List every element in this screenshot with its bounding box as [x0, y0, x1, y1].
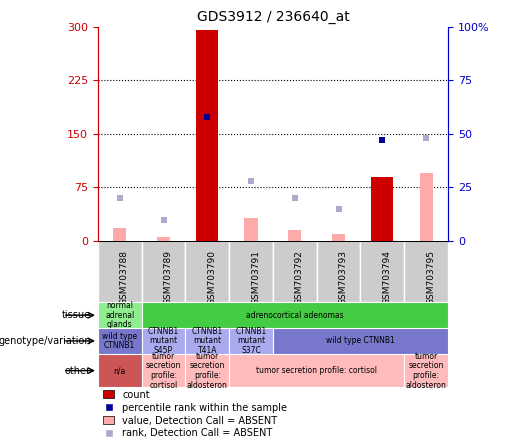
- Bar: [420, 173, 433, 241]
- Text: GSM703788: GSM703788: [119, 250, 129, 305]
- Text: GSM703790: GSM703790: [207, 250, 216, 305]
- Text: wild type CTNNB1: wild type CTNNB1: [326, 337, 395, 345]
- Bar: [185, 241, 229, 302]
- Bar: [229, 328, 273, 354]
- Text: normal
adrenal
glands: normal adrenal glands: [105, 301, 134, 329]
- Bar: [245, 218, 258, 241]
- Bar: [360, 241, 404, 302]
- Bar: [98, 354, 142, 388]
- Text: CTNNB1
mutant
S37C: CTNNB1 mutant S37C: [235, 327, 267, 355]
- Bar: [288, 230, 301, 241]
- Bar: [113, 228, 126, 241]
- Text: tumor secretion profile: cortisol: tumor secretion profile: cortisol: [256, 366, 377, 375]
- Bar: [404, 354, 448, 388]
- Bar: [142, 241, 185, 302]
- Bar: [157, 238, 170, 241]
- Text: tumor
secretion
profile:
cortisol: tumor secretion profile: cortisol: [146, 352, 181, 390]
- Bar: [142, 328, 185, 354]
- Bar: [98, 241, 142, 302]
- Title: GDS3912 / 236640_at: GDS3912 / 236640_at: [197, 10, 349, 24]
- Text: CTNNB1
mutant
S45P: CTNNB1 mutant S45P: [148, 327, 179, 355]
- Bar: [371, 177, 393, 241]
- Text: n/a: n/a: [114, 366, 126, 375]
- Text: GSM703793: GSM703793: [338, 250, 348, 305]
- Bar: [273, 328, 448, 354]
- Text: wild type
CTNNB1: wild type CTNNB1: [102, 332, 138, 350]
- Bar: [273, 241, 317, 302]
- Bar: [317, 241, 360, 302]
- Bar: [142, 354, 185, 388]
- Text: genotype/variation: genotype/variation: [0, 336, 91, 346]
- Text: CTNNB1
mutant
T41A: CTNNB1 mutant T41A: [192, 327, 223, 355]
- Text: tumor
secretion
profile:
aldosteron: tumor secretion profile: aldosteron: [187, 352, 228, 390]
- Bar: [196, 30, 218, 241]
- Bar: [142, 302, 448, 328]
- Text: tissue: tissue: [62, 310, 91, 320]
- Text: GSM703795: GSM703795: [426, 250, 435, 305]
- Text: other: other: [65, 366, 91, 376]
- Text: GSM703792: GSM703792: [295, 250, 304, 305]
- Text: adrenocortical adenomas: adrenocortical adenomas: [246, 311, 344, 320]
- Text: GSM703794: GSM703794: [382, 250, 391, 305]
- Bar: [185, 354, 229, 388]
- Bar: [404, 241, 448, 302]
- Bar: [98, 328, 142, 354]
- Text: GSM703789: GSM703789: [163, 250, 173, 305]
- Text: tumor
secretion
profile:
aldosteron: tumor secretion profile: aldosteron: [406, 352, 447, 390]
- Bar: [98, 302, 142, 328]
- Text: GSM703791: GSM703791: [251, 250, 260, 305]
- Bar: [229, 241, 273, 302]
- Bar: [229, 354, 404, 388]
- Bar: [185, 328, 229, 354]
- Legend: count, percentile rank within the sample, value, Detection Call = ABSENT, rank, : count, percentile rank within the sample…: [102, 390, 287, 439]
- Bar: [332, 234, 345, 241]
